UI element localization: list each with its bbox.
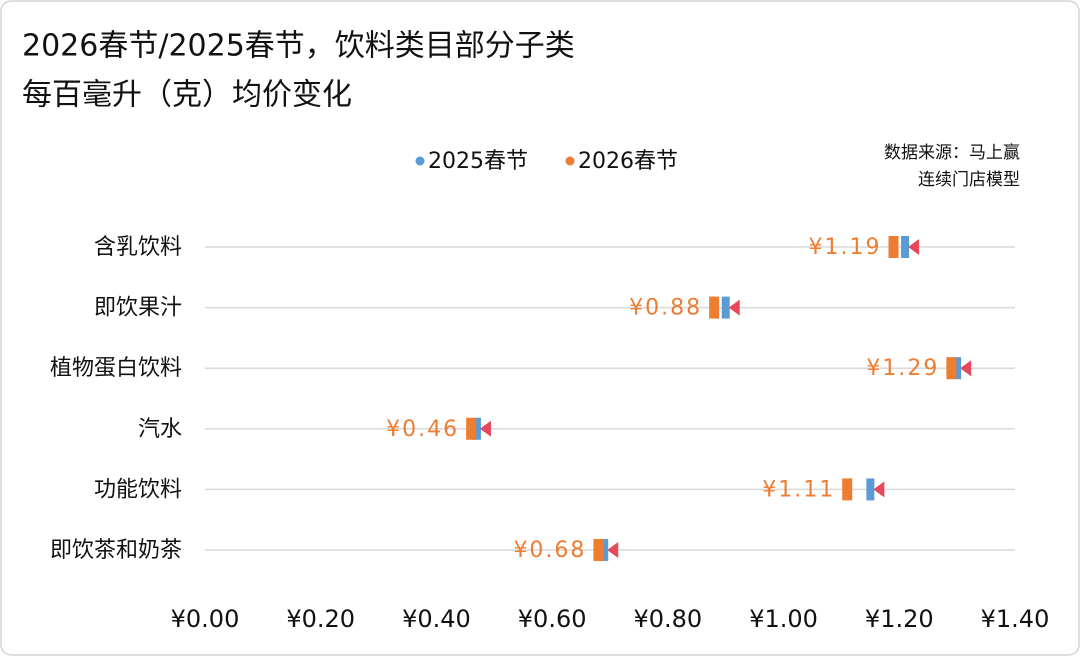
marker-2025 [953,357,962,380]
y-tick-label: 汽水 [138,417,182,442]
change-arrow [960,360,972,377]
chart-title: 2026春节/2025春节，饮料类目部分子类 [22,29,575,64]
source-note: 连续门店模型 [918,170,1020,190]
value-label: ¥1.11 [762,477,835,502]
x-tick-label: ¥0.20 [286,605,355,633]
value-label: ¥1.19 [809,235,882,260]
legend-marker [415,156,425,166]
x-tick-label: ¥0.80 [633,605,702,633]
y-tick-label: 功能饮料 [94,477,182,502]
marker-2025 [866,478,875,501]
legend-label: 2025春节 [428,149,528,174]
marker-2026 [888,236,899,258]
chart-title: 每百毫升（克）均价变化 [22,78,352,113]
marker-2026 [946,357,957,380]
y-tick-label: 含乳饮料 [94,235,182,260]
marker-2025 [901,236,910,258]
change-arrow [908,239,920,255]
change-arrow [479,420,491,437]
y-tick-label: 即饮茶和奶茶 [50,538,182,563]
change-arrow [607,542,619,558]
x-tick-label: ¥0.60 [518,605,587,633]
x-tick-label: ¥0.00 [171,605,240,633]
source-note: 数据来源：马上赢 [884,143,1020,163]
x-tick-label: ¥1.40 [981,605,1050,633]
marker-2026 [466,417,477,440]
value-label: ¥0.46 [386,417,459,442]
change-arrow [873,481,885,498]
marker-2025 [472,417,481,440]
marker-2026 [709,296,720,319]
x-tick-label: ¥1.20 [865,605,934,633]
y-tick-label: 即饮果汁 [94,296,182,321]
change-arrow [728,299,740,316]
marker-2025 [600,539,609,561]
marker-2026 [593,539,604,561]
value-label: ¥1.29 [866,356,939,381]
x-tick-label: ¥0.40 [402,605,471,633]
value-label: ¥0.88 [629,296,702,321]
y-tick-label: 植物蛋白饮料 [50,356,182,381]
marker-2025 [721,296,730,319]
value-label: ¥0.68 [513,538,586,563]
legend-label: 2026春节 [578,149,678,174]
legend-marker [565,156,575,166]
x-tick-label: ¥1.00 [749,605,818,633]
marker-2026 [842,478,853,501]
